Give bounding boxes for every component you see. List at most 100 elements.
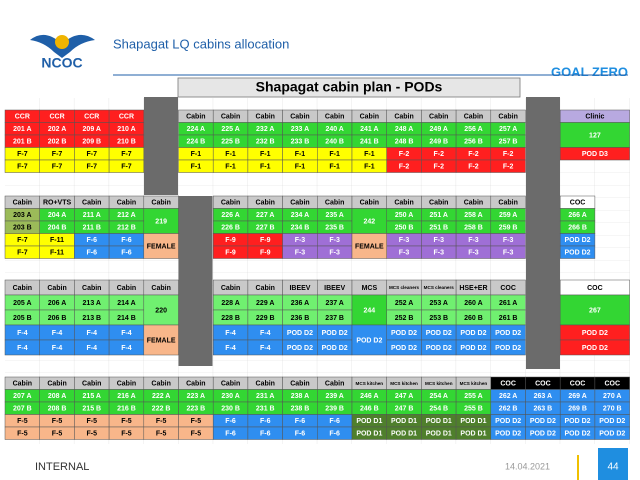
cell-text: 228 B [221, 315, 240, 322]
cell-text: COC [570, 381, 586, 388]
gray-bar [178, 196, 213, 366]
cell-text: Cabin [290, 381, 309, 388]
cell-text: F-5 [52, 431, 63, 438]
cell-text: 211 B [83, 225, 101, 232]
cell-text: MCS kitchen [356, 381, 384, 386]
cell-text: POD D2 [599, 431, 625, 438]
cell-text: F-3 [434, 237, 445, 244]
cell-text: 244 [364, 307, 376, 314]
cell-text: POD D2 [460, 330, 486, 337]
cell [559, 122, 630, 148]
cell-text: F-5 [17, 418, 28, 425]
cell-text: F-6 [260, 418, 271, 425]
cell-text: 240 A [325, 126, 343, 133]
cell-text: F-6 [225, 431, 236, 438]
cell-text: F-1 [295, 164, 306, 171]
cell-text: POD D2 [495, 330, 521, 337]
cell-text: 253 A [430, 300, 448, 307]
cell-text: F-1 [191, 151, 202, 158]
cell-text: 263 A [534, 393, 552, 400]
cell-text: POD D1 [356, 431, 382, 438]
cell-text: POD D1 [426, 431, 452, 438]
slide-title: Shapagat LQ cabins allocation [113, 36, 289, 51]
cell [559, 339, 630, 356]
cell-text: F-1 [329, 151, 340, 158]
cell-text: Cabin [47, 285, 66, 292]
cell-text: 240 B [325, 139, 344, 146]
cell-text: 239 B [325, 406, 344, 413]
cell-text: F-5 [87, 418, 98, 425]
cell-text: 203 A [13, 212, 31, 219]
cell-text: Cabin [394, 114, 413, 121]
cell [143, 294, 179, 326]
cell-text: 226 B [221, 225, 240, 232]
cell-text: 229 B [256, 315, 275, 322]
cell-text: F-5 [156, 418, 167, 425]
cell-text: Cabin [151, 200, 170, 207]
cell-text: POD D2 [495, 431, 521, 438]
cell-text: 227 B [256, 225, 275, 232]
cell-text: 230 B [221, 406, 240, 413]
cell-text: 266 A [568, 212, 586, 219]
cell-text: F-4 [52, 330, 63, 337]
cell [490, 245, 526, 259]
cell-text: F-1 [225, 151, 236, 158]
cell-text: 251 B [429, 225, 448, 232]
cell-text: Cabin [325, 381, 344, 388]
cell-text: Cabin [429, 114, 448, 121]
cell-text: COC [535, 381, 551, 388]
cell-text: 269 B [568, 406, 587, 413]
cell-text: POD D2 [530, 431, 556, 438]
cell-text: F-1 [260, 151, 271, 158]
cell [108, 159, 145, 173]
cell-text: F-4 [52, 345, 63, 352]
cell-text: 262 B [499, 406, 518, 413]
cell-text: 236 B [291, 315, 310, 322]
cell-text: 235 A [325, 212, 343, 219]
cell-text: 249 A [430, 126, 448, 133]
cell-text: 206 A [48, 300, 66, 307]
cell-text: 237 A [325, 300, 343, 307]
cell-text: Cabin [360, 114, 379, 121]
cell [594, 426, 630, 440]
cell-text: 260 A [464, 300, 482, 307]
cell-text: 215 B [82, 406, 101, 413]
cell-text: F-6 [121, 250, 132, 257]
cell [559, 147, 630, 161]
cell-text: 232 B [256, 139, 275, 146]
cell-text: F-4 [260, 330, 271, 337]
cell-text: F-2 [399, 151, 410, 158]
cell-text: 231 B [256, 406, 275, 413]
cell-text: Cabin [117, 381, 136, 388]
cell-text: Cabin [151, 381, 170, 388]
cell-text: POD D2 [322, 330, 348, 337]
page-number: 44 [607, 462, 619, 473]
cell-text: 204 A [48, 212, 66, 219]
cell-text: POD D1 [426, 418, 452, 425]
cell-text: F-7 [87, 151, 98, 158]
cell-text: 261 B [499, 315, 518, 322]
cell [490, 339, 526, 356]
cell-text: 222 A [152, 393, 170, 400]
cell-text: 258 B [464, 225, 483, 232]
cell-text: 226 A [221, 212, 239, 219]
cell-text: F-9 [225, 250, 236, 257]
cell-text: 127 [589, 132, 601, 139]
cell-text: F-6 [329, 418, 340, 425]
cell-text: Cabin [186, 381, 205, 388]
cell-text: Cabin [256, 200, 275, 207]
cell-text: Cabin [498, 200, 517, 207]
cell-text: F-7 [87, 164, 98, 171]
cell-text: Cabin [82, 200, 101, 207]
cell-text: 249 B [429, 139, 448, 146]
cell-text: MCS kitchen [390, 381, 418, 386]
cell-text: F-2 [503, 164, 514, 171]
cell-text: POD D1 [460, 418, 486, 425]
logo-text: NCOC [41, 55, 82, 71]
cell-text: 251 A [430, 212, 448, 219]
cell-text: 236 A [291, 300, 309, 307]
cell-text: IBEEV [324, 285, 345, 292]
cell-text: F-5 [17, 431, 28, 438]
cell-text: POD D2 [530, 418, 556, 425]
cell-text: CCR [119, 114, 134, 121]
